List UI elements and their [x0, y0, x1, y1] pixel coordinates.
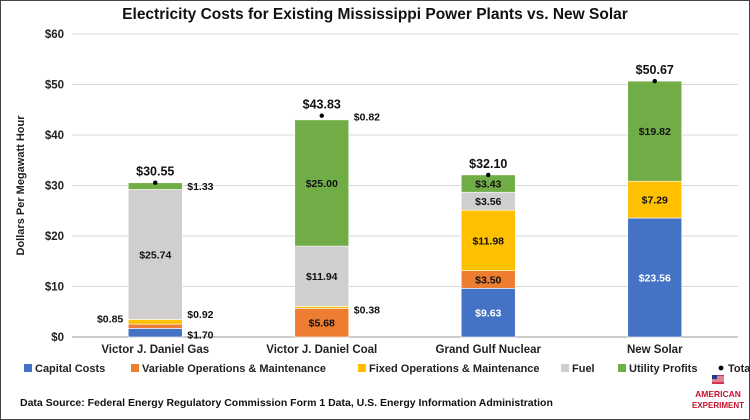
bar-segment-fixed-operations-maintenance-3 [627, 180, 683, 219]
legend-swatch [561, 364, 569, 372]
legend-label: Variable Operations & Maintenance [142, 363, 326, 375]
legend-label: Utility Profits [629, 363, 697, 375]
total-lcoe-marker [319, 113, 324, 118]
total-lcoe-marker [153, 180, 158, 185]
data-label: $11.98 [472, 235, 504, 247]
chart-title: Electricity Costs for Existing Mississip… [122, 6, 628, 23]
logo-line-1: AMERICAN [695, 389, 741, 399]
data-source-note: Data Source: Federal Energy Regulatory C… [20, 397, 553, 409]
bar-segment-capital-costs-3 [627, 217, 683, 338]
bar-segment-fuel-0 [127, 189, 183, 320]
data-label: $25.74 [139, 249, 171, 261]
data-label: $3.43 [475, 179, 501, 191]
data-label: $3.50 [475, 275, 501, 287]
legend-label: Total LCOE [728, 363, 750, 375]
data-label: $0.85 [97, 313, 123, 325]
bar-segment-utility-profits-3 [627, 80, 683, 182]
data-label: $11.94 [306, 271, 338, 283]
bar-segment-capital-costs-2 [460, 288, 516, 338]
data-label: $5.68 [309, 318, 335, 330]
category-label: Victor J. Daniel Gas [101, 344, 209, 356]
data-label: $7.29 [642, 195, 668, 207]
legend-swatch [618, 364, 626, 372]
legend-label: Capital Costs [35, 363, 105, 375]
y-tick-label: $10 [45, 282, 64, 294]
y-tick-label: $0 [51, 332, 64, 344]
total-lcoe-marker [486, 172, 491, 178]
y-tick-label: $40 [45, 130, 64, 142]
logo-line-2: EXPERIMENT [692, 401, 744, 410]
total-lcoe-label: $32.10 [469, 157, 507, 171]
category-label: Grand Gulf Nuclear [436, 344, 542, 356]
y-tick-label: $50 [45, 80, 64, 92]
category-label: New Solar [627, 344, 683, 356]
bar-segment-capital-costs-0 [127, 328, 183, 338]
data-label: $23.56 [639, 273, 671, 285]
data-label: $0.92 [187, 309, 213, 321]
data-label: $19.82 [639, 126, 671, 138]
y-tick-label: $30 [45, 181, 64, 193]
y-tick-label: $20 [45, 231, 64, 243]
category-label: Victor J. Daniel Coal [266, 344, 377, 356]
data-label-extra: $0.82 [354, 112, 380, 124]
legend-swatch [24, 364, 32, 372]
legend-label: Fuel [572, 363, 595, 375]
bar-segment-variable-operations-maintenance-0 [127, 323, 183, 329]
legend-label: Fixed Operations & Maintenance [369, 363, 540, 375]
bar-segment-fixed-operations-maintenance-0 [127, 319, 183, 325]
data-label: $1.70 [187, 330, 213, 342]
total-lcoe-label: $30.55 [136, 165, 174, 179]
data-label: $25.00 [306, 178, 338, 190]
data-label: $1.33 [187, 181, 213, 193]
legend-swatch [358, 364, 366, 372]
data-label: $3.56 [475, 196, 501, 208]
legend-marker-total [718, 365, 724, 371]
data-label: $0.38 [354, 304, 380, 316]
y-tick-label: $60 [45, 29, 64, 41]
flag-icon [712, 375, 724, 384]
data-label: $9.63 [475, 308, 501, 320]
total-lcoe-label: $50.67 [636, 63, 674, 77]
bar-segment-utility-profits-1 [294, 119, 350, 247]
total-lcoe-marker [652, 78, 657, 84]
legend-swatch [131, 364, 139, 372]
total-lcoe-label: $43.83 [303, 98, 341, 112]
american-experiment-logo: AMERICAN EXPERIMENT [692, 375, 744, 410]
y-axis-label: Dollars Per Megawatt Hour [15, 115, 27, 256]
